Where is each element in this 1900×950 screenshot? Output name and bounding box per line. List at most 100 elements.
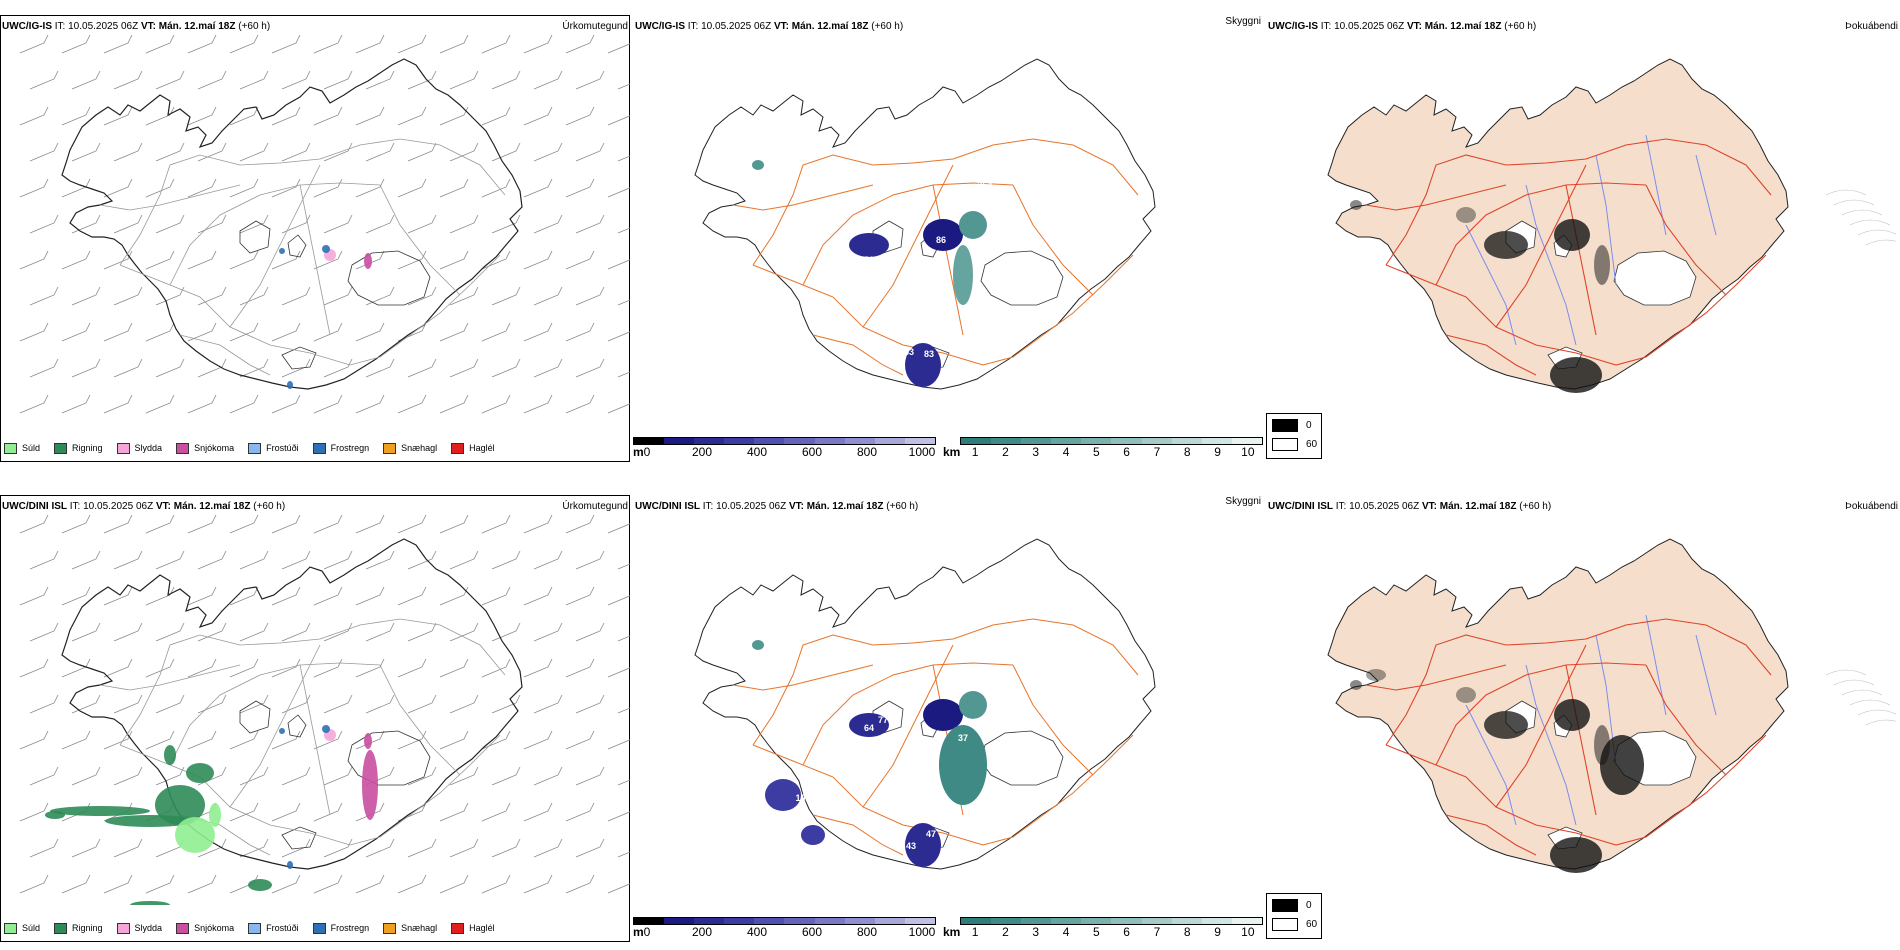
visibility-label: 59 bbox=[864, 255, 874, 265]
wind-barb bbox=[481, 802, 511, 822]
wind-barb bbox=[281, 214, 311, 234]
wind-barb bbox=[113, 622, 143, 642]
wind-barb bbox=[187, 658, 217, 678]
wind-barb bbox=[449, 838, 479, 858]
road-line bbox=[119, 138, 506, 266]
legend-label: Frostúði bbox=[266, 443, 299, 453]
road-line bbox=[1645, 184, 1727, 296]
lead-time: (+60 h) bbox=[238, 21, 271, 32]
colorbar-segment bbox=[904, 438, 935, 444]
colorbar-segment bbox=[784, 918, 815, 924]
colorbar-tick-label: 200 bbox=[691, 445, 713, 459]
precip-patch bbox=[175, 817, 215, 853]
wind-barb bbox=[313, 250, 343, 270]
wind-barb bbox=[113, 358, 143, 378]
legend-item: Haglél bbox=[451, 440, 495, 456]
colorbar-ceiling bbox=[633, 917, 936, 925]
visibility-label: 102 bbox=[795, 793, 810, 803]
wind-barb bbox=[19, 802, 49, 822]
road-line bbox=[932, 184, 964, 336]
wind-barb bbox=[439, 178, 469, 198]
wind-barb bbox=[61, 586, 91, 606]
panel-title: Þokuábendi bbox=[1845, 501, 1898, 512]
colorbar-segment bbox=[664, 918, 695, 924]
model-name: UWC/DINI ISL bbox=[635, 501, 700, 512]
colorbar-tick-label: 1000 bbox=[908, 445, 936, 459]
colorbar-tick-label: 8 bbox=[1183, 925, 1191, 939]
cbar-km-unit: km bbox=[943, 445, 961, 459]
wind-barb bbox=[365, 358, 395, 378]
precip-map bbox=[19, 515, 630, 905]
visibility-patch bbox=[959, 691, 987, 719]
glacier-outline bbox=[347, 730, 431, 786]
colorbar-segment bbox=[1051, 918, 1082, 924]
wind-barb bbox=[575, 286, 605, 306]
fog-patch bbox=[1366, 669, 1386, 681]
visibility-panel: UWC/IG-IS IT: 10.05.2025 06Z VT: Mán. 12… bbox=[633, 0, 1265, 470]
wind-barb bbox=[565, 322, 595, 342]
precip-patch bbox=[248, 879, 272, 891]
wind-barb bbox=[533, 286, 563, 306]
wind-barb bbox=[575, 766, 605, 786]
fog-legend-label: 60 bbox=[1306, 439, 1318, 450]
precip-patch bbox=[209, 803, 221, 827]
wind-barb bbox=[19, 394, 49, 414]
wind-barb bbox=[281, 286, 311, 306]
wind-barb bbox=[103, 658, 133, 678]
wind-barb bbox=[239, 214, 269, 234]
wind-barb bbox=[397, 586, 427, 606]
wind-barb bbox=[313, 106, 343, 126]
legend-swatch bbox=[248, 922, 262, 934]
visibility-label: 68 bbox=[912, 309, 922, 319]
road-line bbox=[732, 664, 874, 691]
wind-barb bbox=[271, 35, 301, 54]
visibility-label: 83 bbox=[924, 349, 934, 359]
wind-barb bbox=[323, 550, 353, 570]
wind-barb bbox=[407, 838, 437, 858]
fog-streak bbox=[1833, 679, 1875, 686]
wind-barb bbox=[155, 550, 185, 570]
wind-barb bbox=[155, 214, 185, 234]
wind-barb bbox=[449, 622, 479, 642]
fog-patch bbox=[1350, 200, 1362, 210]
wind-barb bbox=[439, 394, 469, 414]
coastline bbox=[694, 58, 1156, 390]
wind-barb bbox=[533, 694, 563, 714]
wind-barb bbox=[575, 70, 605, 90]
ceiling-patch bbox=[849, 233, 889, 257]
legend-item: Slydda bbox=[116, 920, 162, 936]
wind-barb bbox=[19, 515, 49, 534]
legend-item: Rigning bbox=[54, 920, 103, 936]
colorbar-tick-label: 3 bbox=[1032, 445, 1040, 459]
wind-barb bbox=[607, 115, 630, 126]
wind-barb bbox=[607, 595, 630, 606]
model-name: UWC/DINI ISL bbox=[1268, 501, 1333, 512]
wind-barb bbox=[239, 550, 269, 570]
road-line bbox=[752, 734, 1134, 846]
visibility-panel: UWC/DINI ISL IT: 10.05.2025 06Z VT: Mán.… bbox=[633, 480, 1265, 950]
wind-barb bbox=[271, 394, 301, 414]
wind-barb bbox=[155, 694, 185, 714]
wind-barb bbox=[71, 838, 101, 858]
visibility-label: 55 bbox=[908, 327, 918, 337]
colorbar-tick-label: 8 bbox=[1183, 445, 1191, 459]
colorbar-segment bbox=[844, 438, 875, 444]
legend-label: Haglél bbox=[469, 923, 495, 933]
wind-barb bbox=[19, 730, 49, 750]
wind-barb bbox=[113, 70, 143, 90]
colorbar-segment bbox=[1111, 918, 1142, 924]
wind-barb bbox=[565, 658, 595, 678]
wind-barb bbox=[187, 106, 217, 126]
road-line bbox=[229, 164, 321, 328]
precip-patch bbox=[45, 811, 65, 819]
precip-patch bbox=[322, 245, 330, 253]
visibility-patch bbox=[953, 245, 973, 305]
legend-swatch bbox=[116, 442, 130, 454]
wind-barb bbox=[113, 142, 143, 162]
wind-barb bbox=[323, 214, 353, 234]
wind-barb bbox=[229, 250, 259, 270]
wind-barb bbox=[145, 658, 175, 678]
wind-barb bbox=[29, 622, 59, 642]
wind-barbs bbox=[19, 515, 630, 894]
colorbar-segment bbox=[1171, 438, 1202, 444]
